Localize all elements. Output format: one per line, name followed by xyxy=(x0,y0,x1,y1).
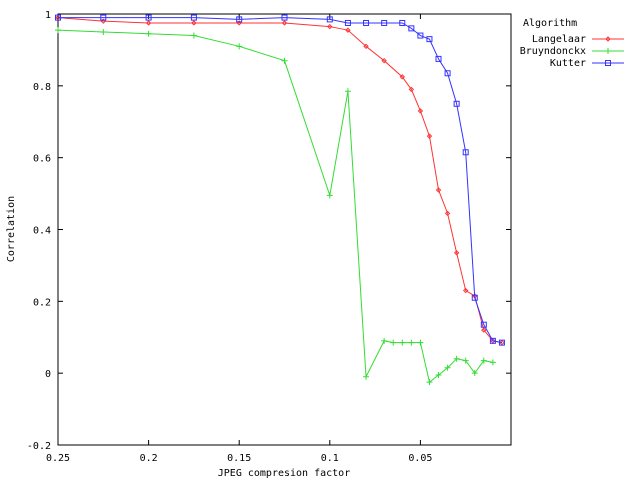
series-kutter xyxy=(55,14,505,346)
series-layer xyxy=(55,14,505,386)
data-point-kutter-9 xyxy=(381,19,388,26)
plot-frame xyxy=(57,13,512,446)
data-point-kutter-4 xyxy=(236,16,243,23)
x-axis-label: JPEG compresion factor xyxy=(218,468,350,479)
x-tick-label-4: 0.05 xyxy=(408,453,432,464)
series-langelaar xyxy=(55,14,505,346)
data-point-bruyndonckx-1 xyxy=(100,28,107,35)
data-point-bruyndonckx-0 xyxy=(55,27,61,34)
legend-marker-bruyndonckx xyxy=(605,48,611,54)
data-point-bruyndonckx-18 xyxy=(462,357,469,364)
data-point-langelaar-16 xyxy=(453,250,460,256)
data-point-bruyndonckx-20 xyxy=(480,357,487,364)
data-point-kutter-6 xyxy=(326,16,333,23)
data-point-langelaar-14 xyxy=(435,187,442,193)
data-point-bruyndonckx-16 xyxy=(444,364,451,371)
data-point-langelaar-3 xyxy=(191,20,197,26)
x-tick-label-1: 0.2 xyxy=(140,453,158,464)
data-point-kutter-16 xyxy=(453,100,460,107)
data-point-bruyndonckx-11 xyxy=(399,339,406,346)
y-axis-label: Correlation xyxy=(6,196,17,262)
data-point-kutter-19 xyxy=(480,321,487,328)
data-point-langelaar-17 xyxy=(462,287,469,294)
y-ticks: 1 0.8 0.6 0.4 0.2 0 -0.2 xyxy=(27,10,511,452)
x-ticks: 0.25 0.2 0.15 0.1 0.05 xyxy=(46,14,432,464)
y-tick-label-4: 0.2 xyxy=(33,297,51,308)
legend-label-bruyndonckx: Bruyndonckx xyxy=(520,46,586,57)
data-point-bruyndonckx-13 xyxy=(417,339,424,346)
data-point-bruyndonckx-21 xyxy=(489,359,496,366)
data-point-kutter-2 xyxy=(145,14,152,21)
data-point-langelaar-9 xyxy=(381,57,387,64)
series-line-langelaar xyxy=(57,17,503,344)
data-point-bruyndonckx-2 xyxy=(145,30,152,37)
data-point-kutter-17 xyxy=(462,149,469,156)
data-point-kutter-15 xyxy=(444,70,451,77)
data-point-kutter-21 xyxy=(498,339,505,346)
data-point-bruyndonckx-4 xyxy=(236,43,243,50)
legend-marker-langelaar xyxy=(605,36,611,42)
data-point-bruyndonckx-19 xyxy=(471,370,478,377)
data-point-langelaar-6 xyxy=(327,23,333,30)
data-point-bruyndonckx-15 xyxy=(435,371,442,378)
series-bruyndonckx xyxy=(55,27,496,386)
series-line-kutter xyxy=(58,17,503,344)
x-tick-label-3: 0.1 xyxy=(321,453,339,464)
y-tick-label-6: -0.2 xyxy=(27,441,51,452)
data-point-kutter-10 xyxy=(399,19,406,26)
data-point-kutter-20 xyxy=(489,337,496,344)
data-point-langelaar-10 xyxy=(399,74,405,80)
legend-marker-kutter xyxy=(605,60,611,66)
data-point-langelaar-7 xyxy=(345,27,351,33)
data-point-bruyndonckx-12 xyxy=(408,339,415,346)
data-point-bruyndonckx-17 xyxy=(453,355,460,362)
data-point-kutter-12 xyxy=(417,32,424,39)
data-point-kutter-0 xyxy=(55,14,61,21)
data-point-kutter-1 xyxy=(100,14,107,21)
y-tick-label-2: 0.6 xyxy=(33,154,51,165)
data-point-kutter-3 xyxy=(190,14,197,21)
data-point-kutter-18 xyxy=(471,294,478,301)
x-tick-label-2: 0.15 xyxy=(227,453,251,464)
y-tick-label-3: 0.4 xyxy=(33,226,51,237)
data-point-langelaar-12 xyxy=(417,108,424,114)
data-point-kutter-11 xyxy=(408,25,415,32)
data-point-bruyndonckx-3 xyxy=(190,32,197,39)
data-point-bruyndonckx-9 xyxy=(381,337,388,344)
data-point-kutter-7 xyxy=(344,19,351,26)
series-line-bruyndonckx xyxy=(57,29,493,384)
data-point-kutter-5 xyxy=(281,14,288,21)
x-tick-label-0: 0.25 xyxy=(46,453,70,464)
data-point-langelaar-11 xyxy=(408,86,415,93)
data-point-kutter-8 xyxy=(363,19,370,26)
data-point-bruyndonckx-10 xyxy=(390,339,397,346)
data-point-bruyndonckx-6 xyxy=(326,192,333,199)
data-point-kutter-13 xyxy=(426,36,433,43)
legend-label-langelaar: Langelaar xyxy=(532,34,586,45)
data-point-kutter-14 xyxy=(435,55,442,62)
data-point-langelaar-13 xyxy=(426,133,433,139)
data-point-langelaar-15 xyxy=(444,210,451,217)
data-point-langelaar-8 xyxy=(363,43,369,50)
data-point-bruyndonckx-7 xyxy=(344,88,351,95)
data-point-bruyndonckx-14 xyxy=(426,379,433,386)
data-point-bruyndonckx-5 xyxy=(281,57,288,64)
y-tick-label-5: 0 xyxy=(45,369,51,380)
data-point-bruyndonckx-8 xyxy=(363,373,370,380)
legend-title: Algorithm xyxy=(523,18,577,29)
data-point-langelaar-19 xyxy=(481,327,487,333)
y-tick-label-1: 0.8 xyxy=(33,82,51,93)
data-point-langelaar-5 xyxy=(281,20,288,26)
y-tick-label-0: 1 xyxy=(45,10,51,21)
data-point-langelaar-2 xyxy=(145,20,152,26)
legend-label-kutter: Kutter xyxy=(550,58,586,69)
